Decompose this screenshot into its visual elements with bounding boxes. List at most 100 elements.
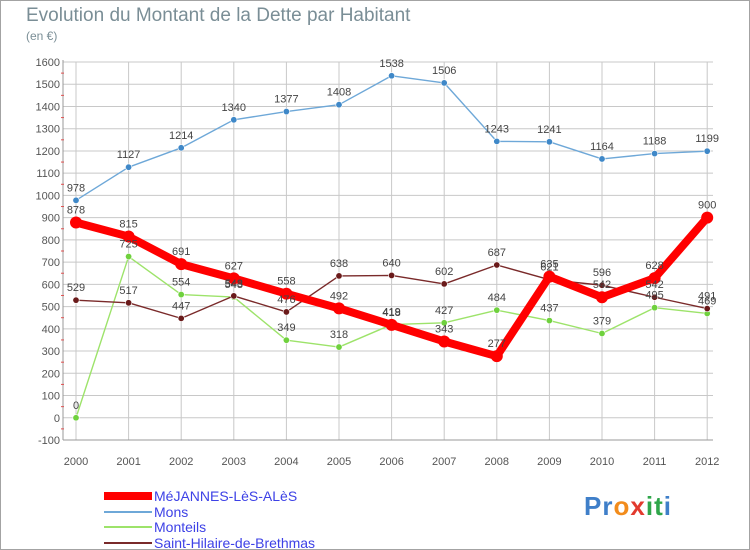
series-0-data-label: 878 xyxy=(67,205,85,217)
series-1-point xyxy=(703,147,711,155)
x-tick-label: 2012 xyxy=(695,456,719,468)
series-3-point xyxy=(598,281,606,289)
series-0-data-label: 635 xyxy=(540,259,558,271)
series-1-point xyxy=(651,150,659,158)
series-3-point xyxy=(72,296,80,304)
series-3-data-label: 476 xyxy=(277,294,295,306)
series-2-data-label: 318 xyxy=(330,329,348,341)
series-1-point xyxy=(493,137,501,145)
series-3-point xyxy=(440,280,448,288)
series-0-point xyxy=(438,335,451,348)
series-0-data-label: 628 xyxy=(645,260,663,272)
series-0-point xyxy=(70,216,82,229)
legend-label: Monteils xyxy=(154,519,207,535)
y-tick-label: 500 xyxy=(42,302,60,314)
series-1-data-label: 1377 xyxy=(274,94,298,106)
series-1-data-label: 1538 xyxy=(379,58,403,70)
series-3-point xyxy=(125,299,133,307)
series-1-data-label: 1408 xyxy=(327,87,351,99)
series-0-data-label: 691 xyxy=(172,246,190,258)
series-3-data-label: 621 xyxy=(540,262,558,274)
series-2-point xyxy=(72,414,80,422)
x-tick-label: 2006 xyxy=(379,456,403,468)
series-1-data-label: 1506 xyxy=(432,65,456,77)
series-3-data-label: 638 xyxy=(330,258,348,270)
series-0-data-label: 558 xyxy=(277,276,295,288)
legend-swatch xyxy=(104,492,152,500)
series-3-data-label: 447 xyxy=(172,300,190,312)
series-1-data-label: 1188 xyxy=(643,136,667,148)
series-3-data-label: 542 xyxy=(645,279,663,291)
series-3-data-label: 640 xyxy=(382,257,400,269)
chart-subtitle: (en €) xyxy=(26,29,58,43)
series-3-point xyxy=(177,314,185,322)
x-tick-label: 2005 xyxy=(327,456,351,468)
y-tick-label: 1000 xyxy=(36,190,60,202)
axis-layer: -100 0 100 200 300 400 500 600 700 800 900 1000 1100… xyxy=(36,57,720,468)
series-2-point xyxy=(440,319,448,327)
y-tick-label: -100 xyxy=(38,435,60,447)
proxiti-logo: Proxiti xyxy=(584,491,672,522)
series-2-data-label: 0 xyxy=(73,400,79,412)
legend-label: MéJANNES-LèS-ALèS xyxy=(154,488,298,504)
series-2-data-label: 427 xyxy=(435,305,453,317)
series-2-point xyxy=(545,317,553,325)
x-tick-label: 2011 xyxy=(643,456,667,468)
series-3-point xyxy=(230,292,238,300)
y-tick-label: 1400 xyxy=(36,101,60,113)
data-label-layer: 978 1127 1214 1340 1377 1408 1538 1506 1243 1241 1… xyxy=(67,58,719,412)
y-tick-label: 200 xyxy=(42,368,60,380)
series-2-data-label: 419 xyxy=(382,307,400,319)
series-0-data-label: 815 xyxy=(119,219,137,231)
legend-swatch xyxy=(104,541,152,544)
y-tick-label: 600 xyxy=(42,279,60,291)
series-2-point xyxy=(335,343,343,351)
series-0-point xyxy=(596,291,608,304)
series-0-point xyxy=(648,272,661,285)
series-1-data-label: 978 xyxy=(67,182,85,194)
series-0-point xyxy=(490,350,503,363)
series-3-point xyxy=(282,308,290,316)
series-0-data-label: 627 xyxy=(225,260,243,272)
y-tick-label: 900 xyxy=(42,213,60,225)
series-1-point xyxy=(282,108,290,116)
series-2-point xyxy=(598,329,606,337)
x-tick-label: 2007 xyxy=(432,456,456,468)
series-1-data-label: 1214 xyxy=(169,130,193,142)
x-tick-label: 2009 xyxy=(537,456,561,468)
legend-label: Saint-Hilaire-de-Brethmas xyxy=(154,534,316,550)
series-3-point xyxy=(493,261,501,269)
series-0-point xyxy=(175,258,188,271)
series-3-data-label: 602 xyxy=(435,266,453,278)
series-1-data-label: 1164 xyxy=(590,141,614,153)
y-tick-label: 1600 xyxy=(36,57,60,69)
series-0-data-label: 277 xyxy=(488,338,506,350)
y-tick-label: 0 xyxy=(54,413,60,425)
y-tick-label: 700 xyxy=(42,257,60,269)
series-0-data-label: 492 xyxy=(330,290,348,302)
chart-title: Evolution du Montant de la Dette par Hab… xyxy=(26,5,411,26)
series-0-data-label: 900 xyxy=(698,200,716,212)
series-3-data-label: 491 xyxy=(698,291,716,303)
x-tick-label: 2010 xyxy=(590,456,614,468)
series-3-point xyxy=(703,305,711,313)
series-1-data-label: 1199 xyxy=(695,133,719,145)
legend-swatch xyxy=(104,510,152,513)
series-1-point xyxy=(335,101,343,109)
series-3-data-label: 687 xyxy=(488,247,506,259)
logo-letter: x xyxy=(630,491,646,521)
series-1-point xyxy=(388,72,396,80)
logo-letter: o xyxy=(613,491,631,521)
logo-letter: r xyxy=(602,491,614,521)
series-3-data-label: 517 xyxy=(119,285,137,297)
series-3-point xyxy=(388,271,396,279)
series-2-data-label: 725 xyxy=(119,239,137,251)
y-tick-label: 100 xyxy=(42,391,60,403)
series-0-point xyxy=(385,318,398,331)
series-0-data-label: 542 xyxy=(593,279,611,291)
y-tick-label: 1300 xyxy=(36,124,60,136)
y-tick-label: 300 xyxy=(42,346,60,358)
series-1-data-label: 1127 xyxy=(117,149,141,161)
series-2-point xyxy=(651,304,659,312)
